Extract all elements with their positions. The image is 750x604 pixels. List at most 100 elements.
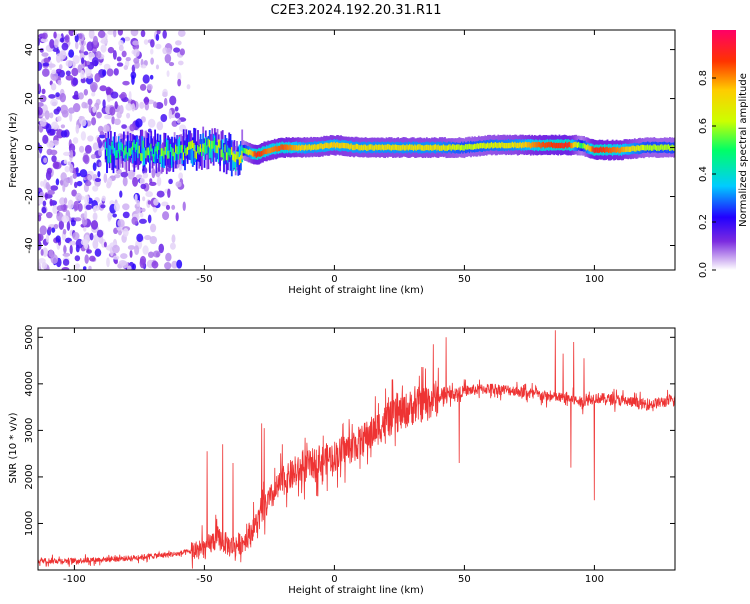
heatmap-cell [453, 144, 455, 150]
heatmap-cell [164, 146, 167, 155]
heatmap-cell [558, 142, 561, 149]
heatmap-cell [39, 225, 47, 236]
heatmap-cell [422, 145, 424, 151]
heatmap-cell [47, 189, 55, 195]
heatmap-cell [285, 144, 288, 150]
heatmap-cell [455, 144, 458, 150]
heatmap-cell [152, 154, 155, 162]
heatmap-cell [325, 142, 328, 149]
heatmap-cell [137, 150, 140, 159]
heatmap-cell [604, 147, 606, 154]
heatmap-cell [488, 143, 491, 149]
heatmap-cell [249, 149, 251, 155]
heatmap-cell [149, 74, 154, 80]
heatmap-cell [358, 144, 361, 151]
heatmap-cell [53, 38, 59, 49]
heatmap-cell [159, 154, 162, 163]
heatmap-cell [133, 48, 140, 57]
heatmap-cell [549, 142, 552, 148]
y-tick-label: 4000 [24, 371, 35, 396]
heatmap-cell [267, 148, 270, 154]
heatmap-cell [106, 177, 113, 187]
heatmap-cell [163, 97, 168, 107]
heatmap-cell [79, 169, 88, 178]
heatmap-cell [87, 174, 92, 181]
heatmap-cell [135, 118, 143, 128]
heatmap-cell [628, 146, 631, 153]
heatmap-cell [502, 142, 505, 149]
heatmap-cell [444, 145, 446, 151]
heatmap-cell [266, 148, 268, 155]
x-tick-label: -100 [63, 574, 86, 585]
y-tick-label: -40 [24, 237, 35, 253]
heatmap-cell [147, 214, 152, 224]
heatmap-cell [66, 221, 71, 231]
heatmap-cell [264, 148, 267, 155]
heatmap-cell [644, 145, 647, 151]
heatmap-cell [280, 144, 283, 150]
heatmap-cell [69, 175, 73, 186]
x-tick-label: 50 [458, 274, 471, 285]
heatmap-cell [349, 144, 351, 150]
heatmap-cell [649, 144, 652, 150]
heatmap-cell [125, 103, 133, 111]
heatmap-cell [431, 145, 433, 151]
heatmap-cell [186, 84, 191, 90]
heatmap-cell [112, 49, 117, 60]
heatmap-cell [437, 144, 440, 150]
heatmap-cell [665, 144, 667, 150]
heatmap-cell [555, 142, 558, 149]
x-tick-label: -50 [196, 274, 212, 285]
heatmap-cell [428, 145, 431, 151]
heatmap-cell [80, 69, 85, 80]
heatmap-cell [377, 144, 380, 150]
heatmap-cell [139, 177, 146, 186]
heatmap-cell [496, 142, 498, 149]
heatmap-cell [41, 206, 47, 214]
x-tick-label: -50 [196, 574, 212, 585]
heatmap-cell [305, 144, 307, 150]
heatmap-cell [190, 141, 193, 149]
heatmap-cell [45, 234, 50, 243]
heatmap-cell [38, 258, 46, 264]
heatmap-cell [189, 141, 192, 150]
heatmap-cell [461, 144, 463, 151]
heatmap-cell [60, 124, 66, 129]
heatmap-ridge-layer [104, 126, 675, 177]
heatmap-cell [637, 145, 640, 151]
heatmap-cell [47, 226, 52, 231]
heatmap-cell [80, 57, 85, 65]
heatmap-cell [631, 145, 634, 152]
heatmap-cell [156, 190, 165, 198]
heatmap-cell [611, 147, 614, 153]
heatmap-cell [83, 226, 87, 232]
heatmap-cell [563, 143, 566, 149]
heatmap-cell [402, 144, 405, 150]
heatmap-cell [182, 152, 185, 161]
heatmap-cell [140, 183, 147, 190]
heatmap-cell [168, 61, 175, 67]
heatmap-cell [204, 138, 207, 147]
heatmap-cell [614, 147, 617, 153]
heatmap-cell [111, 116, 115, 125]
heatmap-cell [472, 144, 475, 150]
heatmap-cell [131, 64, 136, 73]
heatmap-cell [416, 144, 419, 150]
heatmap-cell [429, 144, 432, 151]
heatmap-cell [223, 152, 225, 161]
heatmap-cell [412, 145, 415, 151]
heatmap-cell [42, 247, 48, 257]
heatmap-cell [262, 150, 264, 156]
heatmap-cell [383, 145, 385, 151]
heatmap-cell [55, 53, 62, 63]
heatmap-cell [216, 145, 219, 154]
heatmap-cell [103, 63, 111, 70]
heatmap-cell [80, 131, 87, 141]
heatmap-cell [175, 181, 182, 188]
heatmap-cell [423, 145, 426, 151]
heatmap-cell [38, 102, 44, 108]
heatmap-cell [610, 147, 613, 154]
heatmap-cell [59, 197, 66, 206]
heatmap-cell [88, 265, 92, 270]
heatmap-cell [410, 144, 413, 151]
